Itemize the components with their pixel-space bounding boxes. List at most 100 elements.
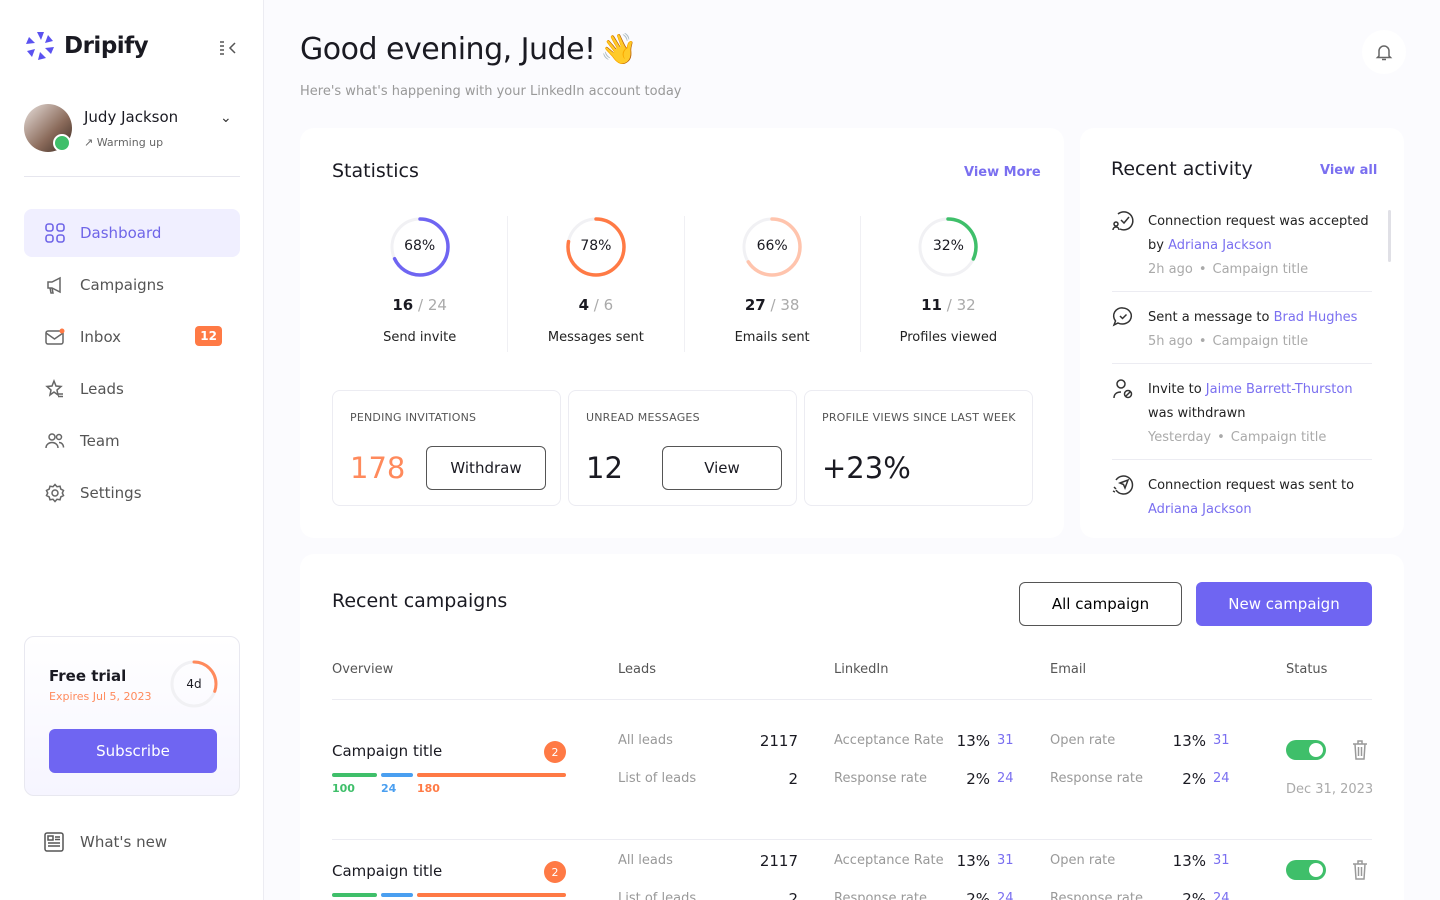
label: Open rate <box>1050 853 1116 868</box>
tile-label: UNREAD MESSAGES <box>586 411 700 424</box>
star-list-icon <box>44 378 66 400</box>
sidebar-item-team[interactable]: Team <box>24 417 240 465</box>
statistics-card: Statistics View More 68% 16 / 24 Send in… <box>300 128 1064 538</box>
stats-tiles: PENDING INVITATIONS 178 Withdraw UNREAD … <box>332 390 1033 506</box>
page-subtitle: Here's what's happening with your Linked… <box>300 84 682 99</box>
table-row[interactable]: Campaign title 2 100 24 180 All leads 21… <box>300 720 1404 840</box>
label: All leads <box>618 733 673 748</box>
view-all-link[interactable]: View all <box>1320 163 1378 178</box>
gauge-label: Send invite <box>383 330 457 345</box>
all-campaign-button[interactable]: All campaign <box>1019 582 1182 626</box>
column-header-leads[interactable]: Leads <box>618 662 657 677</box>
activity-item[interactable]: Connection request was sent to Adriana J… <box>1112 474 1372 536</box>
progress-bar-blue <box>381 893 413 897</box>
gauge-count: 27 / 38 <box>744 296 800 314</box>
label: List of leads <box>618 771 697 786</box>
column-header-email[interactable]: Email <box>1050 662 1087 677</box>
tile-label: PENDING INVITATIONS <box>350 411 477 424</box>
recent-campaigns-card: Recent campaigns All campaign New campai… <box>300 554 1404 900</box>
activity-person-link[interactable]: Jaime Barrett-Thurston <box>1205 382 1353 397</box>
value: 2117 <box>759 732 798 750</box>
label: Response rate <box>1050 891 1143 900</box>
brand-name: Dripify <box>64 33 149 59</box>
user-switcher[interactable]: Judy Jackson ↗ Warming up ⌄ <box>24 104 240 156</box>
activity-meta: 5h ago • Campaign title <box>1148 334 1309 349</box>
view-more-link[interactable]: View More <box>964 165 1041 180</box>
inbox-count-badge: 12 <box>195 326 222 346</box>
megaphone-icon <box>44 274 66 296</box>
column-header-overview[interactable]: Overview <box>332 662 394 677</box>
logo[interactable]: Dripify <box>24 30 149 62</box>
pending-invitations-tile: PENDING INVITATIONS 178 Withdraw <box>332 390 561 506</box>
news-icon <box>44 832 64 852</box>
statistics-title: Statistics <box>332 160 419 182</box>
divider <box>332 699 1372 700</box>
collapse-sidebar-icon[interactable] <box>218 38 240 58</box>
activity-text: Invite to Jaime Barrett-Thurston was wit… <box>1148 382 1353 421</box>
campaign-title[interactable]: Campaign title <box>332 862 443 880</box>
trial-days-left: 4d <box>186 677 202 691</box>
label: Open rate <box>1050 733 1116 748</box>
activity-item[interactable]: Invite to Jaime Barrett-Thurston was wit… <box>1112 378 1372 460</box>
activity-text: Sent a message to Brad Hughes <box>1148 310 1358 325</box>
activity-list: Connection request was accepted by Adria… <box>1112 210 1372 538</box>
campaign-date: Dec 31, 2023 <box>1286 782 1374 797</box>
new-campaign-button[interactable]: New campaign <box>1196 582 1372 626</box>
bar-value: 180 <box>417 782 440 795</box>
activity-title: Recent activity <box>1111 158 1253 180</box>
count: 31 <box>997 733 1014 748</box>
column-header-linkedin[interactable]: LinkedIn <box>834 662 889 677</box>
campaign-title[interactable]: Campaign title <box>332 742 443 760</box>
value: 2 <box>788 770 798 788</box>
sidebar-item-campaigns[interactable]: Campaigns <box>24 261 240 309</box>
sidebar-item-settings[interactable]: Settings <box>24 469 240 517</box>
label: Acceptance Rate <box>834 853 944 868</box>
campaign-count-badge: 2 <box>544 741 566 763</box>
view-messages-button[interactable]: View <box>662 446 782 490</box>
count: 24 <box>1213 771 1230 786</box>
gauge-send-invite: 68% 16 / 24 Send invite <box>332 216 509 352</box>
column-header-status[interactable]: Status <box>1286 662 1328 677</box>
activity-person-link[interactable]: Adriana Jackson <box>1148 502 1252 517</box>
activity-item[interactable]: Connection request was accepted by Adria… <box>1112 210 1372 292</box>
sidebar-item-label: Campaigns <box>80 276 165 294</box>
activity-item[interactable]: Sent a message to Brad Hughes 5h ago • Cam… <box>1112 306 1372 364</box>
recent-activity-card: Recent activity View all Connection requ… <box>1080 128 1404 538</box>
activity-scrollbar[interactable] <box>1388 210 1391 262</box>
whats-new-link[interactable]: What's new <box>44 832 167 852</box>
withdraw-button[interactable]: Withdraw <box>426 446 546 490</box>
unread-messages-tile: UNREAD MESSAGES 12 View <box>568 390 797 506</box>
divider <box>332 839 1372 840</box>
progress-bar-blue <box>381 773 413 777</box>
verified-badge-icon <box>53 134 71 152</box>
dashboard-icon <box>44 222 66 244</box>
gauge-percent: 32% <box>932 238 964 254</box>
bar-value: 24 <box>381 782 397 795</box>
trash-icon[interactable] <box>1352 859 1368 881</box>
value: 2% <box>1182 890 1206 900</box>
value: 13% <box>956 732 990 750</box>
tile-value: +23% <box>822 451 911 485</box>
activity-text: Connection request was accepted by Adria… <box>1148 214 1369 253</box>
sidebar-item-inbox[interactable]: Inbox 12 <box>24 313 240 361</box>
progress-ring <box>389 217 450 277</box>
label: All leads <box>618 853 673 868</box>
campaign-status-toggle[interactable] <box>1286 860 1326 880</box>
activity-person-link[interactable]: Brad Hughes <box>1273 310 1358 325</box>
campaign-status-toggle[interactable] <box>1286 740 1326 760</box>
activity-meta: 2h ago • Campaign title <box>1148 262 1309 277</box>
value: 2 <box>788 890 798 900</box>
chevron-down-icon[interactable]: ⌄ <box>220 110 232 126</box>
gauge-label: Profiles viewed <box>899 330 998 345</box>
activity-person-link[interactable]: Adriana Jackson <box>1168 238 1272 253</box>
sidebar-item-leads[interactable]: Leads <box>24 365 240 413</box>
sidebar-item-dashboard[interactable]: Dashboard <box>24 209 240 257</box>
table-row[interactable]: Campaign title 2 100 24 180 All leads 21… <box>300 840 1404 900</box>
mail-icon <box>44 326 66 348</box>
notifications-button[interactable] <box>1362 30 1406 74</box>
whats-new-label: What's new <box>80 833 168 851</box>
count: 24 <box>997 891 1014 900</box>
subscribe-button[interactable]: Subscribe <box>49 729 217 773</box>
trash-icon[interactable] <box>1352 739 1368 761</box>
value: 13% <box>1172 732 1206 750</box>
